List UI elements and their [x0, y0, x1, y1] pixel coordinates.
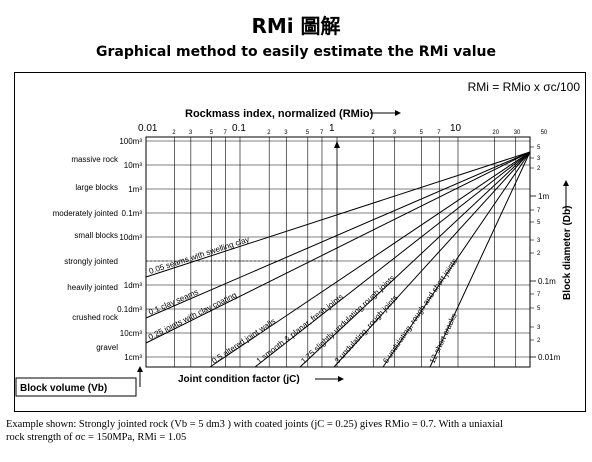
- block-category: moderately jointed: [53, 209, 118, 218]
- volume-tick: 0.1m³: [122, 209, 143, 218]
- block-category: heavily jointed: [67, 283, 118, 292]
- top-minor-tick: 2: [371, 130, 375, 136]
- top-minor-tick: 3: [189, 130, 193, 136]
- top-minor-tick: 2: [267, 130, 271, 136]
- jc-line-label: 0.05 seams with swelling clay: [148, 235, 251, 276]
- example-arrowhead: [334, 141, 340, 148]
- block-volume-label: Block volume (Vb): [20, 383, 107, 394]
- diameter-minor-tick: 2: [537, 338, 541, 344]
- top-minor-tick: 20: [492, 130, 499, 136]
- jc-line: [209, 151, 531, 368]
- top-minor-tick: 50: [541, 130, 548, 136]
- top-minor-tick: 3: [393, 130, 397, 136]
- top-axis-ticks: 0.01 0.1 1 10 2 3 5 7 2 3 5 7 2 3 5 7 20 30 50: [138, 123, 548, 136]
- jc-line: [145, 151, 531, 278]
- jc-line: [333, 151, 531, 368]
- top-minor-tick: 3: [284, 130, 288, 136]
- jc-line: [299, 151, 531, 368]
- caption-line-1: Example shown: Strongly jointed rock (Vb…: [6, 419, 503, 430]
- top-major-tick: 1: [329, 123, 335, 134]
- diameter-minor-tick: 3: [537, 156, 541, 162]
- top-axis-label: Rockmass index, normalized (RMio): [185, 108, 374, 120]
- page-title: RMi 圖解: [251, 14, 341, 38]
- jc-line: [254, 151, 531, 368]
- bottom-axis-label: Joint condition factor (jC): [178, 374, 300, 385]
- volume-ticks: 100m³ 10m³ 1m³ 0.1m³ 10dm³ 1dm³ 0.1dm³ 10cm³ 1cm…: [117, 137, 142, 362]
- diameter-minor-tick: 5: [537, 306, 541, 312]
- diameter-minor-tick: 2: [537, 251, 541, 257]
- diameter-major-tick: 0.1m: [538, 277, 556, 286]
- volume-tick: 10cm³: [120, 329, 143, 338]
- jc-line: [382, 151, 531, 368]
- diagram-frame: [14, 72, 586, 412]
- block-category: strongly jointed: [64, 257, 118, 266]
- diameter-minor-tick: 7: [537, 208, 541, 214]
- top-major-tick: 0.01: [138, 123, 158, 134]
- diameter-minor-tick: 3: [537, 325, 541, 331]
- top-major-tick: 0.1: [232, 123, 246, 134]
- top-axis-arrowhead: [395, 110, 401, 116]
- top-minor-tick: 7: [223, 130, 227, 136]
- rmi-formula: RMi = RMio x σc/100: [467, 80, 580, 94]
- diameter-ticks: 1m 0.1m 0.01m 5 3 2 7 5 3 2 7 5 3 2: [530, 145, 561, 362]
- grid: [145, 137, 530, 367]
- volume-tick: 100m³: [119, 137, 142, 146]
- volume-tick: 10dm³: [119, 233, 142, 242]
- diameter-minor-tick: 2: [537, 166, 541, 172]
- top-minor-tick: 7: [320, 130, 324, 136]
- top-minor-tick: 2: [172, 130, 176, 136]
- top-minor-tick: 5: [210, 130, 214, 136]
- right-axis-arrowhead: [563, 180, 569, 186]
- block-category: gravel: [96, 343, 118, 352]
- top-minor-tick: 7: [437, 130, 441, 136]
- top-minor-tick: 30: [514, 130, 521, 136]
- diameter-major-tick: 1m: [538, 192, 549, 201]
- volume-tick: 1m³: [128, 185, 142, 194]
- bottom-axis-arrowhead: [338, 376, 344, 382]
- right-axis-label: Block diameter (Db): [562, 206, 573, 300]
- caption: Example shown: Strongly jointed rock (Vb…: [6, 418, 590, 444]
- top-major-tick: 10: [450, 123, 462, 134]
- volume-tick: 10m³: [124, 161, 143, 170]
- volume-tick: 1cm³: [124, 353, 142, 362]
- jc-line: [145, 151, 531, 319]
- diameter-minor-tick: 5: [537, 145, 541, 151]
- volume-tick: 0.1dm³: [117, 305, 142, 314]
- block-category: crushed rock: [72, 313, 119, 322]
- jc-line: [429, 151, 531, 368]
- block-category: large blocks: [75, 183, 118, 192]
- block-volume-box: [15, 377, 137, 397]
- diameter-minor-tick: 3: [537, 238, 541, 244]
- jc-line: [145, 151, 531, 344]
- top-minor-tick: 5: [420, 130, 424, 136]
- diameter-minor-tick: 5: [537, 220, 541, 226]
- top-minor-tick: 5: [306, 130, 310, 136]
- caption-line-2: rock strength of σc = 150MPa, RMi = 1.05: [6, 432, 187, 443]
- page-subtitle: Graphical method to easily estimate the …: [95, 44, 497, 60]
- block-category: small blocks: [74, 231, 118, 240]
- block-category: massive rock: [71, 155, 119, 164]
- volume-tick: 1dm³: [124, 281, 143, 290]
- block-categories: massive rock large blocks moderately joint…: [53, 155, 119, 352]
- diameter-major-tick: 0.01m: [538, 353, 561, 362]
- diameter-minor-tick: 7: [537, 292, 541, 298]
- block-volume-arrowhead: [137, 366, 143, 372]
